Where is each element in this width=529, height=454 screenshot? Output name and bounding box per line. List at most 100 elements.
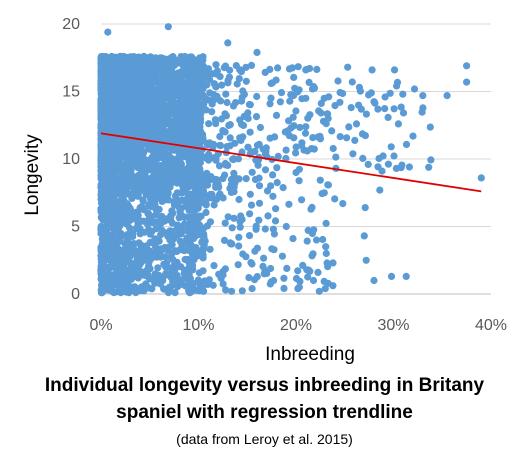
scatter-point bbox=[163, 88, 172, 96]
scatter-point bbox=[148, 173, 156, 181]
scatter-point bbox=[339, 200, 347, 208]
scatter-point bbox=[255, 216, 263, 224]
scatter-point bbox=[221, 219, 229, 227]
scatter-point bbox=[374, 163, 382, 171]
scatter-point bbox=[178, 196, 186, 205]
scatter-point bbox=[108, 74, 116, 82]
scatter-point bbox=[274, 64, 282, 72]
scatter-point bbox=[194, 204, 202, 212]
scatter-point bbox=[295, 177, 303, 185]
scatter-point bbox=[106, 102, 114, 111]
scatter-point bbox=[104, 252, 112, 260]
scatter-point bbox=[234, 261, 242, 269]
scatter-point bbox=[419, 92, 427, 100]
scatter-point bbox=[216, 132, 224, 141]
scatter-point bbox=[185, 287, 193, 295]
scatter-point bbox=[267, 264, 275, 273]
scatter-point bbox=[105, 165, 113, 173]
scatter-point bbox=[215, 162, 224, 170]
scatter-point bbox=[157, 245, 165, 253]
scatter-point bbox=[343, 134, 351, 142]
trendline-layer bbox=[100, 132, 482, 193]
scatter-point bbox=[134, 146, 142, 154]
scatter-point bbox=[223, 143, 231, 151]
scatter-point bbox=[170, 264, 178, 272]
scatter-point bbox=[216, 190, 224, 198]
scatter-point bbox=[145, 262, 153, 270]
scatter-point bbox=[117, 174, 125, 182]
scatter-point bbox=[217, 274, 225, 282]
scatter-point bbox=[349, 150, 357, 158]
scatter-point bbox=[324, 279, 332, 287]
scatter-point bbox=[102, 91, 110, 100]
scatter-point bbox=[202, 180, 210, 188]
scatter-point bbox=[141, 83, 149, 92]
scatter-point bbox=[144, 159, 153, 168]
scatter-point bbox=[235, 233, 243, 241]
scatter-point bbox=[309, 250, 317, 258]
scatter-point bbox=[120, 52, 128, 61]
scatter-point bbox=[194, 199, 202, 207]
scatter-point bbox=[210, 154, 218, 162]
scatter-point bbox=[206, 218, 215, 226]
scatter-point bbox=[168, 108, 176, 117]
scatter-point bbox=[163, 144, 171, 152]
scatter-point bbox=[114, 264, 122, 272]
scatter-point bbox=[266, 100, 274, 108]
scatter-point bbox=[186, 89, 194, 97]
scatter-point bbox=[322, 243, 330, 251]
scatter-point bbox=[253, 48, 261, 57]
scatter-point bbox=[202, 201, 210, 209]
scatter-point bbox=[133, 257, 141, 265]
scatter-point bbox=[361, 132, 369, 140]
scatter-point bbox=[113, 99, 121, 107]
scatter-point bbox=[245, 232, 254, 240]
scatter-point bbox=[112, 122, 120, 130]
scatter-point bbox=[176, 119, 184, 127]
scatter-point bbox=[134, 90, 142, 98]
scatter-point bbox=[199, 134, 207, 142]
scatter-point bbox=[142, 132, 150, 140]
scatter-point bbox=[188, 263, 196, 272]
scatter-point bbox=[206, 139, 214, 147]
scatter-point bbox=[220, 64, 228, 72]
scatter-point bbox=[197, 230, 205, 238]
scatter-point bbox=[331, 195, 339, 203]
scatter-point bbox=[190, 169, 198, 178]
scatter-point bbox=[159, 66, 168, 74]
scatter-point bbox=[352, 120, 361, 128]
caption-title-line-1: Individual longevity versus inbreeding i… bbox=[44, 375, 485, 396]
scatter-point bbox=[98, 213, 106, 221]
scatter-point bbox=[157, 231, 165, 239]
scatter-point bbox=[195, 247, 203, 255]
scatter-point bbox=[272, 205, 280, 213]
y-tick-label: 20 bbox=[62, 16, 80, 33]
scatter-point bbox=[348, 78, 356, 86]
scatter-point bbox=[294, 63, 302, 71]
scatter-point bbox=[199, 82, 207, 90]
scatter-point bbox=[302, 94, 310, 102]
scatter-point bbox=[255, 199, 264, 207]
scatter-point bbox=[156, 180, 165, 188]
scatter-point bbox=[290, 134, 298, 142]
scatter-point bbox=[235, 195, 243, 204]
scatter-point bbox=[112, 288, 120, 296]
scatter-point bbox=[426, 123, 434, 131]
scatter-point bbox=[298, 196, 306, 204]
scatter-point bbox=[381, 105, 389, 113]
scatter-point bbox=[237, 68, 245, 76]
scatter-point bbox=[114, 70, 123, 79]
scatter-point bbox=[228, 224, 236, 232]
scatter-point bbox=[194, 276, 202, 284]
scatter-point bbox=[292, 143, 300, 151]
scatter-point bbox=[283, 264, 291, 272]
scatter-point bbox=[198, 101, 206, 109]
scatter-point bbox=[187, 241, 195, 249]
scatter-point bbox=[282, 146, 290, 154]
scatter-point bbox=[292, 274, 301, 283]
scatter-point bbox=[168, 240, 176, 249]
scatter-point bbox=[294, 267, 302, 275]
scatter-point bbox=[212, 61, 220, 69]
scatter-point bbox=[222, 161, 230, 169]
x-tick-label: 40% bbox=[475, 317, 507, 334]
